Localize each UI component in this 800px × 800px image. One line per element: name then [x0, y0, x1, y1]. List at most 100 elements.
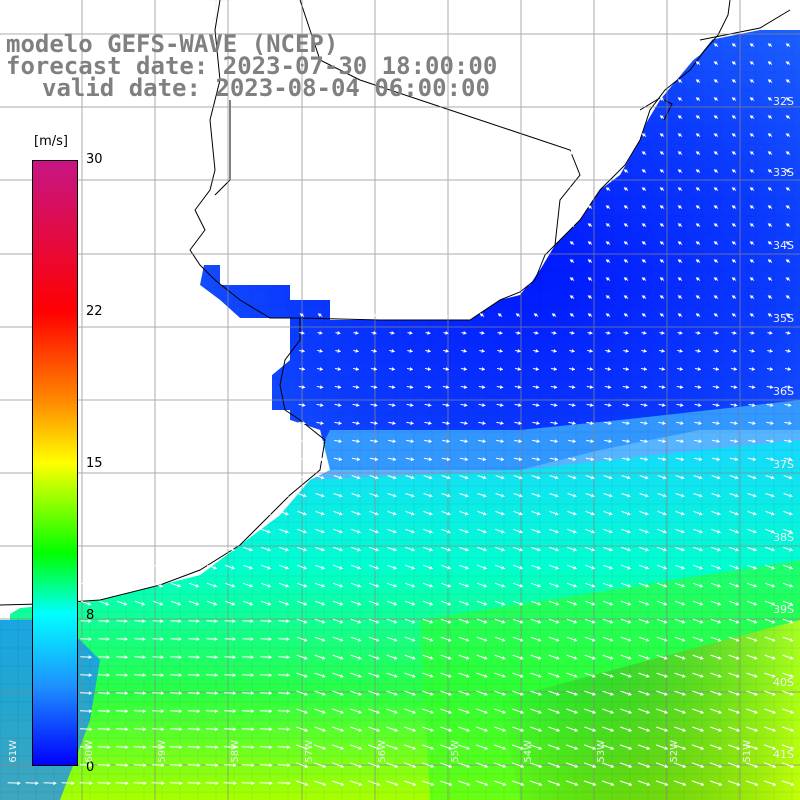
- wind-arrow-head: [519, 529, 523, 534]
- wind-arrow-head: [731, 97, 736, 101]
- forecast-date: forecast date: 2023-07-30 18:00:00: [6, 52, 498, 80]
- wind-arrow-head: [533, 313, 538, 317]
- wind-arrow-head: [322, 674, 326, 678]
- wind-arrow-head: [555, 638, 560, 642]
- wind-arrow-head: [393, 511, 397, 516]
- wind-arrow-head: [754, 746, 758, 750]
- wind-arrow-head: [677, 133, 682, 137]
- wind-arrow-head: [161, 781, 165, 786]
- wind-arrow-head: [301, 367, 305, 371]
- wind-arrow-head: [609, 619, 614, 624]
- wind-arrow-head: [322, 764, 326, 768]
- wind-arrow-head: [587, 223, 592, 227]
- lon-label: 52W: [669, 740, 680, 763]
- wind-arrow-head: [641, 223, 646, 227]
- wind-arrow-head: [717, 656, 722, 660]
- wind-arrow-head: [537, 529, 541, 534]
- wind-arrow-head: [483, 656, 488, 660]
- wind-arrow-head: [677, 259, 682, 263]
- wind-arrow-head: [250, 637, 254, 642]
- wind-arrow-head: [628, 746, 632, 750]
- wind-arrow-head: [767, 205, 772, 209]
- wind-arrow-head: [551, 313, 556, 317]
- wind-arrow-head: [662, 421, 666, 426]
- wind-arrow-head: [713, 169, 718, 173]
- wind-arrow-head: [605, 151, 610, 155]
- wind-arrow-head: [251, 763, 255, 768]
- wind-arrow-head: [339, 619, 344, 624]
- wind-arrow-head: [590, 421, 594, 426]
- wind-arrow-head: [107, 727, 111, 732]
- wind-arrow-head: [502, 692, 506, 696]
- wind-arrow-head: [767, 151, 772, 155]
- wind-arrow-head: [319, 331, 323, 335]
- wind-arrow-head: [107, 763, 111, 768]
- wind-arrow-head: [124, 691, 128, 696]
- wind-arrow-head: [592, 728, 596, 732]
- wind-arrow-head: [574, 692, 578, 696]
- wind-arrow-head: [569, 79, 574, 83]
- wind-arrow-head: [785, 169, 790, 173]
- wind-arrow-head: [627, 583, 631, 588]
- wind-arrow-head: [466, 764, 470, 768]
- wind-arrow-head: [572, 439, 576, 444]
- wind-arrow-head: [160, 637, 164, 642]
- wind-arrow-head: [789, 565, 793, 570]
- wind-arrow-head: [681, 529, 685, 534]
- wind-arrow-head: [536, 493, 541, 498]
- wind-arrow-head: [484, 728, 488, 732]
- wind-arrow-head: [320, 475, 325, 480]
- wind-arrow-head: [376, 710, 380, 714]
- wind-arrow-head: [753, 583, 757, 588]
- wind-arrow-head: [663, 529, 667, 534]
- wind-arrow-head: [357, 511, 361, 516]
- wind-arrow-head: [214, 619, 218, 624]
- wind-arrow-head: [535, 385, 540, 389]
- wind-arrow-head: [554, 403, 558, 407]
- wind-arrow-head: [628, 674, 632, 678]
- wind-arrow-head: [337, 349, 341, 353]
- wind-arrow-head: [430, 782, 435, 786]
- wind-arrow-head: [751, 349, 755, 353]
- wind-arrow-head: [357, 601, 362, 606]
- wind-arrow-head: [519, 547, 523, 552]
- wind-arrow-head: [573, 656, 578, 660]
- wind-arrow-head: [736, 746, 740, 750]
- wind-arrow-head: [605, 241, 610, 245]
- wind-arrow-head: [749, 151, 754, 155]
- wind-arrow-head: [554, 457, 559, 462]
- wind-arrow-head: [736, 764, 740, 768]
- wind-arrow-head: [320, 403, 324, 407]
- wind-arrow-head: [587, 79, 592, 83]
- wind-arrow-head: [749, 295, 754, 299]
- wind-arrow-head: [625, 367, 629, 371]
- wind-arrow-head: [106, 673, 110, 678]
- wind-arrow-head: [785, 115, 790, 119]
- wind-arrow-head: [536, 457, 541, 462]
- wind-arrow-head: [610, 710, 614, 714]
- wind-arrow-head: [428, 403, 432, 407]
- wind-arrow-head: [142, 619, 146, 624]
- wind-arrow-head: [785, 61, 790, 65]
- wind-arrow-head: [213, 583, 217, 588]
- wind-arrow-head: [788, 457, 793, 462]
- wind-arrow-head: [664, 710, 668, 714]
- lon-label: 53W: [596, 740, 607, 763]
- wind-arrow-head: [695, 61, 700, 65]
- wind-arrow-head: [141, 601, 146, 606]
- wind-arrow-head: [520, 746, 524, 750]
- wind-arrow-head: [587, 115, 592, 119]
- wind-arrow-head: [87, 583, 91, 588]
- wind-arrow-head: [392, 493, 397, 498]
- wind-arrow-head: [502, 728, 506, 732]
- wind-arrow-head: [357, 619, 362, 624]
- wind-arrow-head: [355, 349, 359, 353]
- wind-arrow-head: [789, 638, 794, 642]
- wind-arrow-head: [430, 728, 434, 732]
- wind-arrow-head: [609, 601, 614, 606]
- wind-arrow-head: [608, 457, 613, 462]
- wind-arrow-head: [609, 511, 613, 516]
- wind-arrow-head: [267, 529, 271, 534]
- wind-arrow-head: [734, 421, 738, 426]
- wind-arrow-head: [466, 674, 470, 678]
